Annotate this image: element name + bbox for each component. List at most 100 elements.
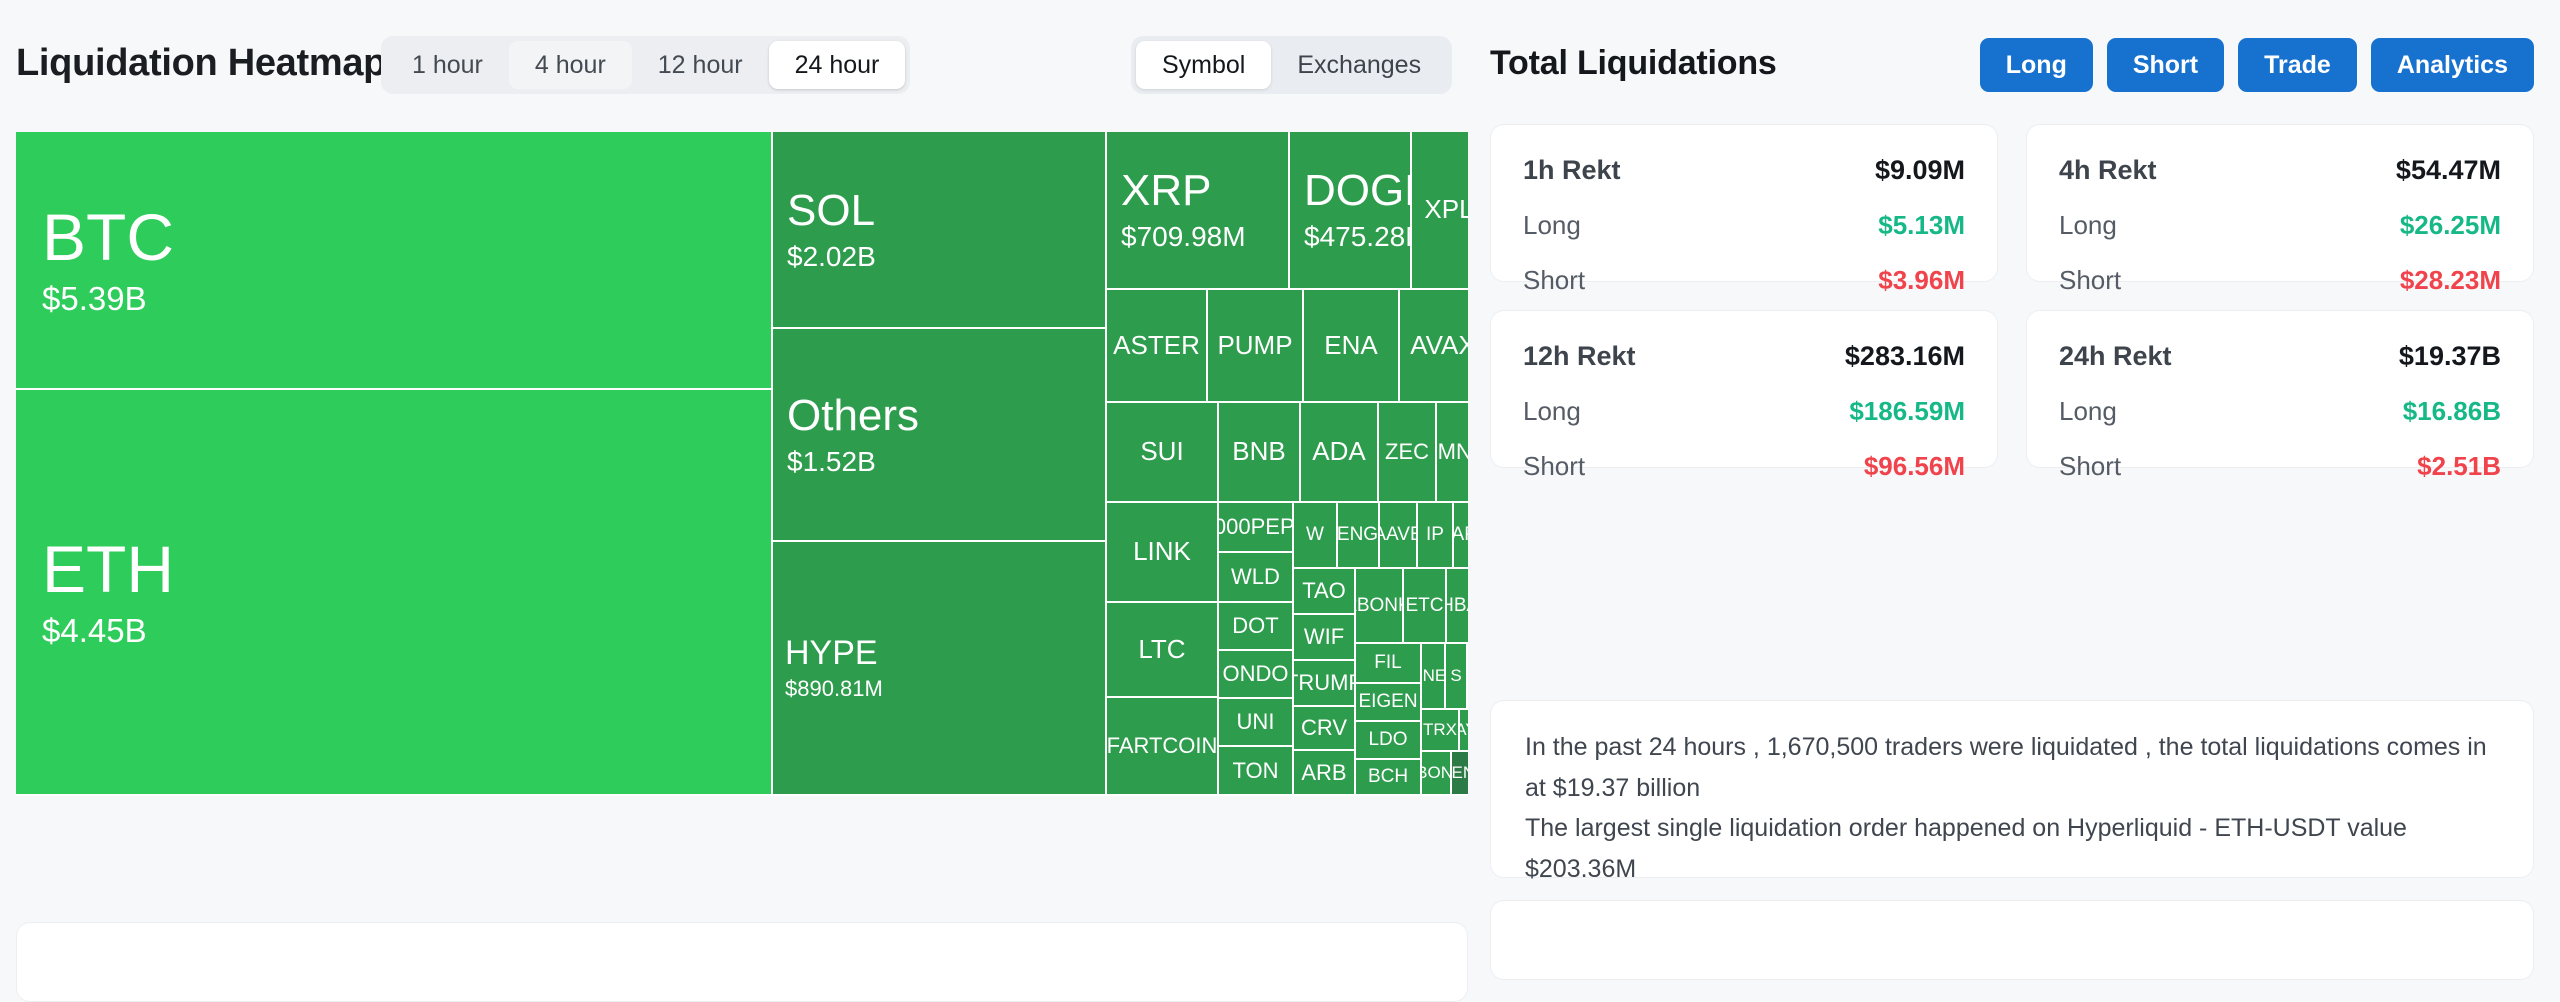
treemap-tile-bch[interactable]: BCH bbox=[1356, 760, 1422, 796]
treemap-tile-bnb[interactable]: BNB bbox=[1219, 403, 1301, 503]
treemap-tile-aster[interactable]: ASTER bbox=[1107, 290, 1208, 403]
stat-total: $283.16M bbox=[1844, 341, 1965, 371]
treemap-tile-hbar[interactable]: HBAR bbox=[1447, 569, 1468, 644]
time-range-selector[interactable]: 1 hour 4 hour 12 hour 24 hour bbox=[381, 36, 911, 94]
treemap-tile-dot[interactable]: DOT bbox=[1219, 603, 1294, 651]
treemap-tile-ena[interactable]: ENA bbox=[1304, 290, 1400, 403]
summary-line-2: The largest single liquidation order hap… bbox=[1525, 814, 2407, 883]
tile-symbol: AAVE bbox=[1380, 524, 1416, 546]
treemap-tile-w[interactable]: W bbox=[1294, 503, 1338, 569]
tile-symbol: LINK bbox=[1133, 536, 1191, 567]
tile-symbol: SOL bbox=[787, 185, 876, 235]
treemap-tile-wif[interactable]: WIF bbox=[1294, 615, 1356, 661]
treemap-tile-pump[interactable]: PUMP bbox=[1208, 290, 1304, 403]
treemap-tile-avax[interactable]: AVAX bbox=[1400, 290, 1468, 403]
treemap-tile-doge[interactable]: DOGE $475.28M bbox=[1290, 132, 1412, 290]
analytics-button[interactable]: Analytics bbox=[2370, 38, 2534, 92]
treemap-tile-mnt[interactable]: MNT bbox=[1437, 403, 1468, 503]
treemap-tile-eigen[interactable]: EIGEN bbox=[1356, 684, 1422, 722]
treemap-tile-fil[interactable]: FIL bbox=[1356, 644, 1422, 684]
short-button[interactable]: Short bbox=[2106, 38, 2225, 92]
tile-symbol: ASTER bbox=[1113, 329, 1200, 360]
treemap-tile-zec[interactable]: ZEC bbox=[1379, 403, 1437, 503]
tile-symbol: FARTCOIN bbox=[1107, 733, 1218, 759]
treemap-tile-s[interactable]: S bbox=[1446, 644, 1468, 710]
stat-title: 4h Rekt bbox=[2059, 155, 2157, 185]
tile-symbol: TAO bbox=[1302, 578, 1346, 604]
tile-symbol: MNT bbox=[1437, 439, 1468, 465]
treemap-tile-others[interactable]: Others $1.52B bbox=[773, 329, 1107, 542]
stat-total: $9.09M bbox=[1874, 155, 1965, 185]
treemap-tile-ldo[interactable]: LDO bbox=[1356, 722, 1422, 760]
long-button[interactable]: Long bbox=[1979, 38, 2093, 92]
treemap-tile-sui[interactable]: SUI bbox=[1107, 403, 1219, 503]
stat-long-label: Long bbox=[2059, 396, 2117, 426]
time-range-24-hour[interactable]: 24 hour bbox=[768, 41, 906, 89]
tile-symbol: DOT bbox=[1232, 613, 1279, 639]
treemap-tile-linea[interactable]: LINEA bbox=[1422, 644, 1446, 710]
treemap-tile-fartcoin[interactable]: FARTCOIN bbox=[1107, 698, 1219, 796]
tile-symbol: APT bbox=[1454, 525, 1468, 545]
tile-symbol: SUI bbox=[1140, 436, 1184, 467]
treemap-tile-apt[interactable]: APT bbox=[1454, 503, 1468, 569]
time-range-12-hour[interactable]: 12 hour bbox=[632, 41, 769, 89]
treemap-tile-xpl[interactable]: XPL bbox=[1412, 132, 1468, 290]
stat-short-label: Short bbox=[2059, 451, 2122, 481]
treemap-tile-layer[interactable]: LAYER bbox=[1460, 710, 1468, 752]
view-mode-selector[interactable]: Symbol Exchanges bbox=[1131, 36, 1453, 94]
treemap-tile-ip[interactable]: IP bbox=[1418, 503, 1454, 569]
treemap-tile-btc[interactable]: BTC $5.39B bbox=[16, 132, 773, 390]
view-mode-exchanges[interactable]: Exchanges bbox=[1271, 41, 1447, 89]
tile-symbol: ETC bbox=[1405, 594, 1444, 616]
treemap-tile-trx[interactable]: TRX bbox=[1422, 710, 1460, 752]
treemap-tile-etc[interactable]: ETC bbox=[1404, 569, 1447, 644]
tile-symbol: LINEA bbox=[1422, 666, 1446, 686]
tile-symbol: ETH bbox=[42, 532, 174, 607]
stat-card-24h-rekt: 24h Rekt $19.37B Long $16.86B Short $2.51B bbox=[2026, 310, 2534, 481]
view-mode-symbol[interactable]: Symbol bbox=[1136, 41, 1272, 89]
tile-symbol: kBONK bbox=[1356, 594, 1402, 616]
treemap-tile-sol[interactable]: SOL $2.02B bbox=[773, 132, 1107, 329]
treemap-tile-ondo[interactable]: ONDO bbox=[1219, 651, 1294, 699]
treemap-tile-arb[interactable]: ARB bbox=[1294, 751, 1356, 796]
bottom-panel-right bbox=[1490, 900, 2534, 980]
time-range-4-hour[interactable]: 4 hour bbox=[508, 41, 632, 89]
treemap-tile-uni[interactable]: UNI bbox=[1219, 699, 1294, 747]
liquidation-treemap[interactable]: BTC $5.39B ETH $4.45B SOL $2.02B Others $1.52B H… bbox=[16, 132, 1468, 796]
stat-short-value: $28.23M bbox=[2399, 265, 2501, 295]
tile-symbol: BTC bbox=[42, 200, 174, 275]
treemap-tile-aave[interactable]: AAVE bbox=[1380, 503, 1418, 569]
treemap-tile-ada[interactable]: ADA bbox=[1301, 403, 1379, 503]
treemap-tile-pengu[interactable]: PENGU bbox=[1338, 503, 1380, 569]
tile-value: $475.28M bbox=[1304, 221, 1410, 253]
stat-long-label: Long bbox=[1523, 396, 1581, 426]
treemap-tile-ens[interactable]: ENS bbox=[1452, 752, 1468, 796]
treemap-tile-hype[interactable]: HYPE $890.81M bbox=[773, 542, 1107, 796]
treemap-tile-wld[interactable]: WLD bbox=[1219, 553, 1294, 603]
time-range-1-hour[interactable]: 1 hour bbox=[386, 41, 509, 89]
stat-short-value: $3.96M bbox=[1878, 265, 1965, 295]
treemap-tile-kbonk2[interactable]: kBONK bbox=[1422, 752, 1452, 796]
tile-symbol: LAYER bbox=[1460, 721, 1468, 739]
treemap-tile-link[interactable]: LINK bbox=[1107, 503, 1219, 603]
treemap-tile-tao[interactable]: TAO bbox=[1294, 569, 1356, 615]
treemap-tile-crv[interactable]: CRV bbox=[1294, 707, 1356, 751]
treemap-tile-xrp[interactable]: XRP $709.98M bbox=[1107, 132, 1290, 290]
treemap-tile-trump[interactable]: TRUMP bbox=[1294, 661, 1356, 707]
tile-value: $2.02B bbox=[787, 240, 876, 272]
tile-symbol: ZEC bbox=[1385, 439, 1429, 465]
stat-short-row: Short $96.56M bbox=[1523, 451, 1965, 482]
treemap-tile-1000pepe[interactable]: 1000PEPE bbox=[1219, 503, 1294, 553]
tile-symbol: XPL bbox=[1424, 194, 1468, 225]
stat-long-row: Long $16.86B bbox=[2059, 396, 2501, 427]
stat-short-row: Short $2.51B bbox=[2059, 451, 2501, 482]
treemap-tile-kbonk[interactable]: kBONK bbox=[1356, 569, 1404, 644]
tile-value: $4.45B bbox=[42, 612, 147, 650]
trade-button[interactable]: Trade bbox=[2238, 38, 2357, 92]
header-actions: Long Short Trade Analytics bbox=[1979, 38, 2534, 92]
treemap-tile-ton[interactable]: TON bbox=[1219, 747, 1294, 796]
summary-line-1: In the past 24 hours , 1,670,500 traders… bbox=[1525, 733, 2487, 802]
treemap-tile-eth[interactable]: ETH $4.45B bbox=[16, 390, 773, 796]
treemap-tile-ltc[interactable]: LTC bbox=[1107, 603, 1219, 698]
stat-long-value: $186.59M bbox=[1849, 396, 1965, 426]
